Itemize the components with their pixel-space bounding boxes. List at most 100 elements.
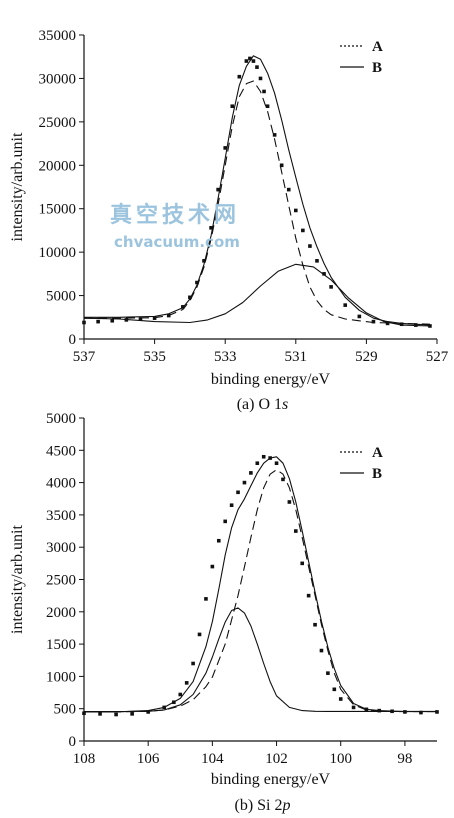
data-point [262, 89, 266, 94]
data-point [223, 519, 227, 524]
data-point [332, 687, 337, 692]
data-point [261, 454, 266, 459]
x-tick-label: 533 [214, 349, 237, 365]
data-point [351, 705, 356, 710]
caption-orbital: p [282, 797, 291, 814]
data-point [110, 318, 115, 323]
data-point [265, 104, 270, 109]
legend-label: B [372, 466, 382, 482]
data-point [306, 593, 311, 598]
data-point [248, 56, 252, 61]
y-tick-label: 3000 [46, 540, 76, 556]
data-point [210, 564, 215, 569]
data-point [308, 244, 312, 248]
fit-curve-solid [83, 263, 430, 327]
x-tick-label: 104 [201, 751, 224, 767]
data-point [329, 285, 333, 289]
x-axis-label: binding energy/eV [211, 371, 331, 388]
x-tick-label: 529 [355, 349, 378, 365]
data-point [244, 59, 249, 63]
data-point [216, 538, 221, 543]
data-point [96, 319, 100, 324]
data-point [255, 461, 260, 466]
panel-caption: (b) Si 2p [235, 797, 291, 814]
data-point [399, 322, 404, 327]
series-a-markers [82, 454, 439, 717]
chart-panel-si2p: 0 500 1000 1500 2000 2500 3000 3500 4000 4500 5000… [9, 411, 439, 814]
data-point [428, 324, 432, 328]
data-point [313, 622, 317, 627]
y-tick-label: 5000 [46, 289, 76, 305]
watermark-chinese: 真空技术网 [110, 202, 240, 228]
data-point [191, 661, 195, 666]
data-point [255, 65, 259, 69]
legend-label: A [372, 39, 383, 55]
data-point [338, 697, 343, 701]
y-tick-label: 0 [69, 332, 77, 348]
data-point [357, 314, 362, 319]
data-point [294, 529, 298, 533]
y-tick-label: 15000 [39, 202, 77, 218]
y-axis-label: intensity/arb.unit [9, 525, 26, 634]
data-point [301, 228, 305, 233]
data-point [114, 712, 118, 717]
fit-component-dashed [84, 469, 437, 713]
data-point [204, 597, 208, 601]
data-point [300, 561, 305, 566]
data-point [197, 632, 202, 637]
fit-curve-solid [84, 55, 430, 326]
fit-curve-solid [84, 456, 437, 713]
x-tick-label: 106 [137, 751, 160, 767]
data-point [130, 712, 134, 716]
y-axis-label: intensity/arb.unit [9, 132, 26, 241]
x-tick-label: 527 [426, 349, 449, 365]
data-point [419, 710, 423, 715]
data-point [230, 104, 235, 109]
data-point [178, 692, 183, 697]
y-tick-label: 2000 [46, 605, 76, 621]
chart-panel-o1s: 0 5000 10000 15000 20000 25000 30000 35000 537 53… [9, 28, 449, 413]
data-point [82, 711, 86, 716]
legend-label: A [372, 445, 383, 461]
data-point [184, 681, 189, 685]
series-a-markers [82, 56, 432, 328]
x-tick-label: 531 [285, 349, 308, 365]
y-tick-label: 1500 [46, 637, 76, 653]
data-point [274, 461, 279, 466]
data-point [286, 187, 291, 192]
y-tick-label: 3500 [46, 508, 76, 524]
panel-caption: (a) O 1s [237, 396, 289, 413]
y-tick-label: 20000 [39, 158, 77, 174]
data-point [98, 712, 102, 716]
caption-orbital: s [282, 396, 288, 413]
y-tick-label: 25000 [39, 115, 77, 131]
caption-text: (a) O 1 [237, 396, 282, 413]
data-point [138, 317, 143, 321]
y-tick-label: 1000 [46, 669, 76, 685]
data-point [294, 208, 298, 213]
fit-component-dashed [84, 80, 430, 325]
y-tick-label: 4500 [46, 443, 76, 459]
y-tick-label: 10000 [39, 245, 77, 261]
data-point [249, 471, 253, 475]
data-point [188, 295, 192, 300]
data-point [322, 272, 326, 276]
x-tick-label: 100 [329, 751, 352, 767]
y-tick-label: 0 [69, 734, 77, 750]
x-axis-label: binding energy/eV [211, 771, 331, 788]
data-point [251, 59, 256, 63]
x-tick-label: 108 [73, 751, 96, 767]
data-point [343, 303, 348, 307]
data-point [236, 490, 240, 495]
data-point [287, 500, 292, 504]
data-point [326, 671, 330, 675]
x-tick-label: 102 [265, 751, 288, 767]
data-point [209, 226, 213, 230]
x-tick-label: 98 [397, 751, 412, 767]
legend: AB [340, 39, 383, 76]
watermark-url: chvacuum.com [114, 233, 240, 251]
data-point [223, 146, 227, 150]
data-point [371, 319, 376, 324]
y-tick-label: 500 [54, 702, 77, 718]
